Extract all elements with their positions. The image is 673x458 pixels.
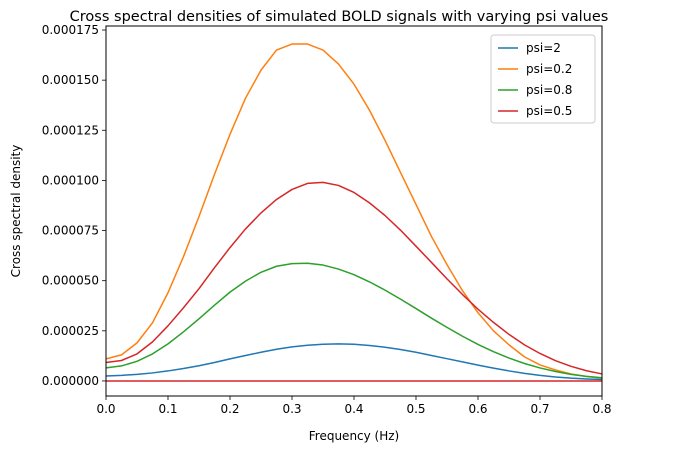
legend-label: psi=2 (526, 41, 561, 55)
x-tick-label: 0.2 (220, 402, 239, 416)
series-line-1 (105, 43, 603, 379)
legend-label: psi=0.2 (526, 62, 572, 76)
y-ticks: 0.000000 0.000025 0.000050 0.000075 0.000100… (42, 23, 106, 388)
series-line-0 (105, 343, 603, 381)
x-axis-label: Frequency (Hz) (309, 429, 400, 443)
y-tick-label: 0.000100 (42, 173, 99, 187)
y-tick-label: 0.000075 (42, 224, 99, 238)
x-tick-label: 0.6 (468, 402, 487, 416)
y-tick-label: 0.000000 (42, 374, 99, 388)
legend-label: psi=0.8 (526, 83, 572, 97)
legend-label: psi=0.5 (526, 104, 572, 118)
x-tick-label: 0.3 (282, 402, 301, 416)
x-tick-label: 0.4 (344, 402, 363, 416)
x-tick-label: 0.5 (406, 402, 425, 416)
y-tick-label: 0.000025 (42, 324, 99, 338)
y-tick-label: 0.000150 (42, 73, 99, 87)
y-tick-label: 0.000050 (42, 274, 99, 288)
y-tick-label: 0.000175 (42, 23, 99, 37)
chart-title: Cross spectral densities of simulated BO… (70, 9, 609, 25)
x-ticks: 0.0 0.1 0.2 0.3 0.4 0.5 0.6 0.7 0.8 (96, 396, 612, 416)
y-axis-label: Cross spectral density (9, 145, 23, 278)
series-line-3 (105, 181, 603, 375)
x-tick-label: 0.1 (158, 402, 177, 416)
x-tick-label: 0.7 (530, 402, 549, 416)
legend-box (490, 34, 596, 124)
series-layer (105, 43, 603, 381)
legend: psi=2 psi=0.2 psi=0.8 psi=0.5 (490, 34, 596, 124)
series-line-2 (105, 262, 603, 379)
y-tick-label: 0.000125 (42, 123, 99, 137)
x-tick-label: 0.0 (96, 402, 115, 416)
x-tick-label: 0.8 (592, 402, 611, 416)
